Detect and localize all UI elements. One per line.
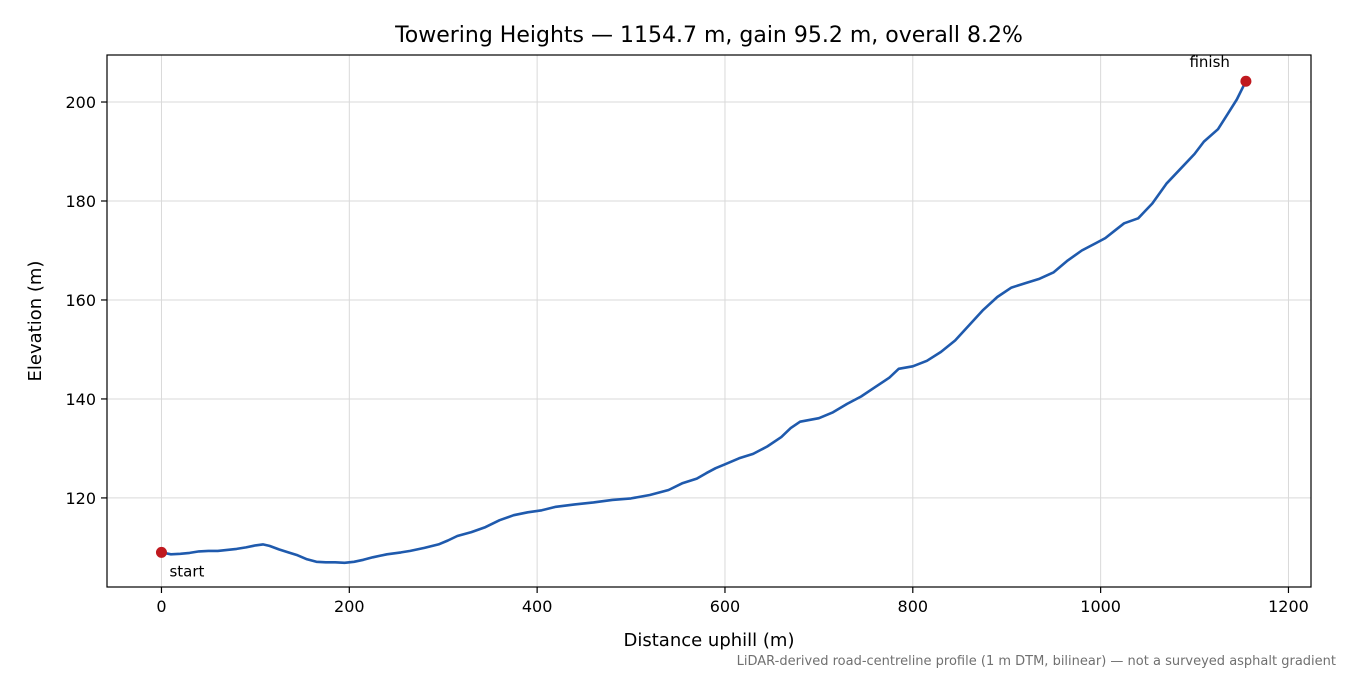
x-tick-label: 400 — [522, 597, 553, 616]
y-tick-label: 180 — [65, 192, 96, 211]
y-tick-label: 160 — [65, 291, 96, 310]
elevation-line — [161, 80, 1248, 565]
chart-title: Towering Heights — 1154.7 m, gain 95.2 m… — [394, 23, 1023, 48]
grid — [107, 55, 1311, 587]
x-tick-label: 1200 — [1268, 597, 1309, 616]
start-annotation: start — [169, 562, 204, 580]
start-marker — [155, 546, 167, 558]
x-tick-label: 800 — [898, 597, 929, 616]
footnote: LiDAR-derived road-centreline profile (1… — [737, 654, 1336, 669]
x-tick-label: 0 — [156, 597, 166, 616]
plot-frame — [106, 54, 1312, 588]
y-tick-label: 140 — [65, 390, 96, 409]
axis-ticks: 0 200 400 600 800 1000 1200 120 140 160 180 200 — [65, 93, 1308, 616]
x-tick-label: 600 — [710, 597, 741, 616]
finish-marker — [1240, 75, 1252, 87]
finish-annotation: finish — [1189, 53, 1229, 71]
y-axis-label: Elevation (m) — [25, 261, 46, 382]
x-axis-label: Distance uphill (m) — [624, 630, 795, 651]
y-tick-label: 120 — [65, 489, 96, 508]
x-tick-label: 200 — [334, 597, 365, 616]
x-tick-label: 1000 — [1080, 597, 1121, 616]
y-tick-label: 200 — [65, 93, 96, 112]
